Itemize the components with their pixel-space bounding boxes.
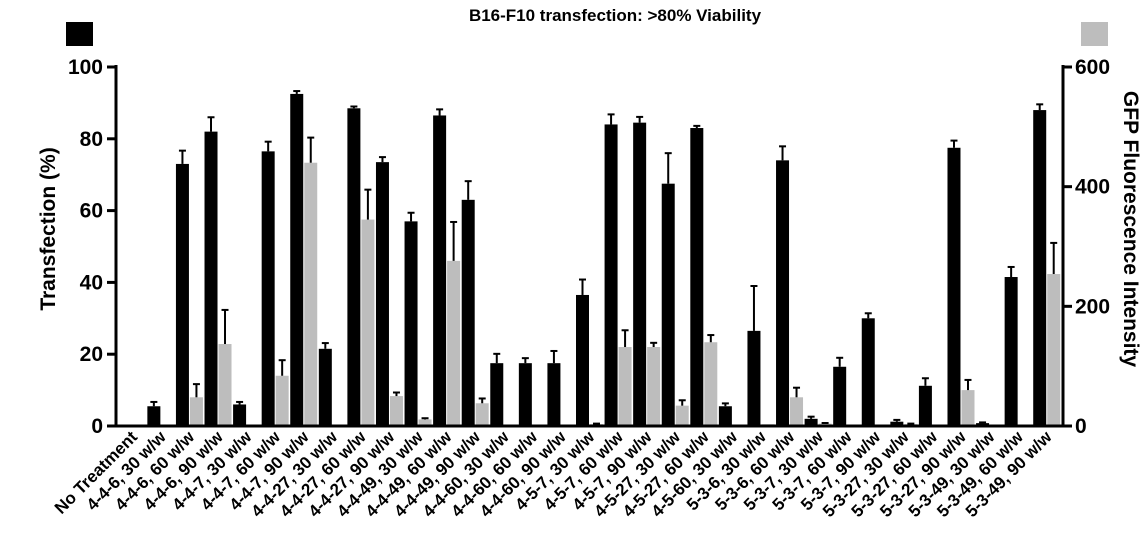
y-tick-label-left: 20 xyxy=(80,343,103,366)
bar-transfection xyxy=(604,124,618,426)
bar-transfection xyxy=(661,183,675,426)
bar-gfp-intensity xyxy=(361,219,375,426)
y-axis-label-right: GFP Fluorescence Intensity xyxy=(1119,91,1142,368)
bar-gfp-intensity xyxy=(475,403,489,426)
bar-transfection xyxy=(375,162,389,426)
bars-group xyxy=(147,90,1061,427)
bar-transfection xyxy=(518,363,532,426)
bar-transfection xyxy=(490,363,504,426)
bar-transfection xyxy=(690,128,704,426)
bar-gfp-intensity xyxy=(704,342,718,426)
bar-transfection xyxy=(1033,110,1047,426)
bar-transfection xyxy=(175,163,189,426)
bar-transfection xyxy=(1004,277,1018,426)
bar-gfp-intensity xyxy=(961,390,975,426)
y-tick-label-left: 40 xyxy=(80,271,103,294)
bar-transfection xyxy=(804,418,818,426)
y-axis-left-ticks: 0 20 40 60 80 100 xyxy=(68,56,116,438)
bar-transfection xyxy=(833,366,847,426)
bar-gfp-intensity xyxy=(418,419,432,426)
bar-transfection xyxy=(461,199,475,426)
bar-transfection xyxy=(290,93,304,427)
bar-transfection xyxy=(576,294,589,426)
y-tick-label-left: 80 xyxy=(80,128,103,151)
bar-transfection xyxy=(861,318,875,426)
y-axis-right-ticks: 0 200 400 600 xyxy=(1063,56,1110,438)
bar-transfection xyxy=(633,122,647,427)
bar-gfp-intensity xyxy=(647,347,661,426)
bar-transfection xyxy=(890,421,904,426)
bar-transfection xyxy=(147,406,161,426)
bar-gfp-intensity xyxy=(389,396,403,426)
y-tick-label-right: 600 xyxy=(1075,56,1110,79)
bar-gfp-intensity xyxy=(675,405,689,426)
y-axis-label-left: Transfection (%) xyxy=(37,147,60,310)
bar-transfection xyxy=(547,363,561,426)
bar-transfection xyxy=(233,404,247,426)
y-tick-label-right: 400 xyxy=(1075,176,1110,199)
y-tick-label-left: 100 xyxy=(68,56,103,79)
y-tick-label-left: 0 xyxy=(91,415,103,438)
bar-transfection xyxy=(433,115,447,426)
bar-gfp-intensity xyxy=(275,375,289,426)
bar-gfp-intensity xyxy=(1047,274,1061,426)
legend-swatch-left-series xyxy=(66,22,93,46)
chart-title: B16-F10 transfection: >80% Viability xyxy=(469,6,762,25)
bar-gfp-intensity xyxy=(790,397,804,426)
axes xyxy=(114,65,1065,428)
bar-transfection xyxy=(404,221,418,426)
bar-transfection xyxy=(318,348,332,426)
bar-transfection xyxy=(204,131,218,426)
bar-transfection xyxy=(947,147,961,426)
bar-gfp-intensity xyxy=(304,162,318,426)
bar-gfp-intensity xyxy=(218,344,232,426)
bar-transfection xyxy=(776,160,790,426)
bar-transfection xyxy=(918,385,932,426)
bar-transfection xyxy=(718,406,732,426)
y-tick-label-right: 0 xyxy=(1075,415,1087,438)
bar-gfp-intensity xyxy=(189,397,203,426)
legend-swatch-right-series xyxy=(1081,22,1108,46)
y-tick-label-right: 200 xyxy=(1075,295,1110,318)
y-tick-label-left: 60 xyxy=(80,200,103,223)
bar-gfp-intensity xyxy=(618,347,632,426)
bar-transfection xyxy=(347,108,361,426)
bar-transfection xyxy=(261,151,275,427)
bar-gfp-intensity xyxy=(447,260,461,426)
bar-transfection xyxy=(747,330,761,426)
